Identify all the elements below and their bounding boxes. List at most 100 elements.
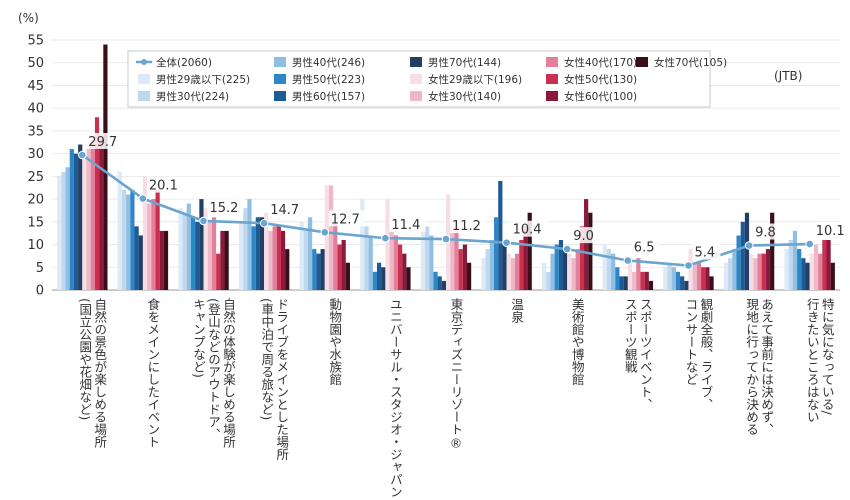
bar <box>393 235 398 290</box>
line-point <box>78 150 87 160</box>
bar <box>86 144 91 290</box>
bar <box>73 153 79 290</box>
bar <box>467 262 472 290</box>
line-label-bg <box>450 217 486 234</box>
legend-label: 男性30代(224) <box>156 90 229 103</box>
bar <box>527 212 532 290</box>
legend-label: 女性60代(100) <box>564 90 637 103</box>
category-label: 美術館や博物館 <box>570 298 585 386</box>
y-tick-label: 15 <box>27 215 44 230</box>
bar <box>611 253 616 290</box>
bar <box>809 253 814 290</box>
bar <box>485 249 490 290</box>
category-label: 温泉 <box>509 298 524 323</box>
bar <box>736 235 741 290</box>
line-value-label: 10.1 <box>816 224 845 239</box>
line-label-bg <box>207 198 244 215</box>
bar <box>627 258 633 290</box>
bar <box>216 253 221 290</box>
bar <box>134 226 139 290</box>
bar <box>364 226 369 290</box>
legend-label: 女性50代(130) <box>564 73 637 86</box>
bar <box>142 176 148 290</box>
bar <box>372 271 377 290</box>
line-value-label: 12.7 <box>331 212 360 227</box>
bar <box>506 253 511 290</box>
bar <box>94 117 100 291</box>
bar <box>675 271 681 290</box>
line-value-label: 9.8 <box>755 226 776 241</box>
line-layer: 29.7 20.1 15.2 14.7 12.7 11.4 11.2 10.4 9.0 6.5 5.… <box>78 133 850 270</box>
bar <box>705 267 710 290</box>
bar <box>502 244 507 290</box>
bar <box>515 253 520 290</box>
bar <box>264 212 269 290</box>
line-label-bg <box>571 227 600 244</box>
category-label: 動物園や水族館 <box>327 298 342 386</box>
category-label: 自然の体験が楽しめる場所 <box>221 298 236 448</box>
bar <box>648 280 654 290</box>
bar <box>663 267 668 290</box>
category-label: (車中泊で周る旅など) <box>259 298 274 420</box>
legend-swatch <box>546 57 558 67</box>
category-label: キャンプなど) <box>191 298 206 378</box>
line-point <box>320 228 330 237</box>
bar <box>182 212 187 290</box>
bar <box>619 276 624 290</box>
bar <box>542 262 547 290</box>
bar <box>784 249 789 290</box>
bar <box>696 262 702 290</box>
line-point <box>441 234 451 244</box>
bar <box>498 180 503 290</box>
legend-swatch <box>274 74 286 84</box>
legend-label: 男性60代(157) <box>292 90 365 103</box>
bar <box>320 249 325 290</box>
category-label: 東京ディズニーリゾート® <box>449 298 464 451</box>
source-label: (JTB) <box>774 69 802 83</box>
legend-swatch <box>138 91 150 101</box>
bar <box>519 240 524 290</box>
bar <box>826 240 831 290</box>
bar <box>299 221 304 290</box>
y-tick-label: 30 <box>27 147 44 162</box>
bar <box>402 253 407 290</box>
bar <box>801 258 806 290</box>
line-label-bg <box>328 210 365 227</box>
bar <box>99 135 104 290</box>
bar <box>190 217 196 290</box>
axis-layer: 0 5 10 15 20 25 30 35 40 45 50 55 <box>27 34 44 299</box>
line-point <box>684 261 693 270</box>
legend-label: 女性70代(105) <box>654 56 727 69</box>
bar <box>333 221 338 290</box>
bar <box>211 217 217 290</box>
legend-label: 女性30代(140) <box>428 90 501 103</box>
bar <box>155 190 160 290</box>
bar <box>381 267 386 290</box>
y-tick-label: 20 <box>27 193 44 208</box>
category-labels: 自然の景色が楽しめる場所(国立公園や花畑など) 食をメインにしたイベント 自然の体験… <box>77 297 834 498</box>
legend-label: 女性29歳以下(196) <box>428 73 522 86</box>
bar <box>692 262 697 290</box>
bar <box>406 267 411 290</box>
category-label: 自然の景色が楽しめる場所 <box>92 298 107 448</box>
bar <box>276 226 281 290</box>
category-label: 行きたいところはない <box>805 298 820 423</box>
line-label-bg <box>86 133 123 149</box>
bar <box>458 249 463 290</box>
line-value-label: 11.4 <box>391 218 420 233</box>
bar <box>481 258 486 290</box>
bar <box>623 276 628 290</box>
bar <box>429 235 434 290</box>
bar <box>285 249 290 290</box>
bar <box>243 208 248 290</box>
bar <box>368 235 373 290</box>
bar <box>376 262 382 290</box>
bar <box>554 244 559 290</box>
bar <box>78 144 83 290</box>
category-label: あえて事前には決めず、 <box>759 298 774 436</box>
bar <box>324 185 329 290</box>
bar <box>822 240 827 290</box>
bar <box>272 226 277 290</box>
bar <box>186 203 191 290</box>
